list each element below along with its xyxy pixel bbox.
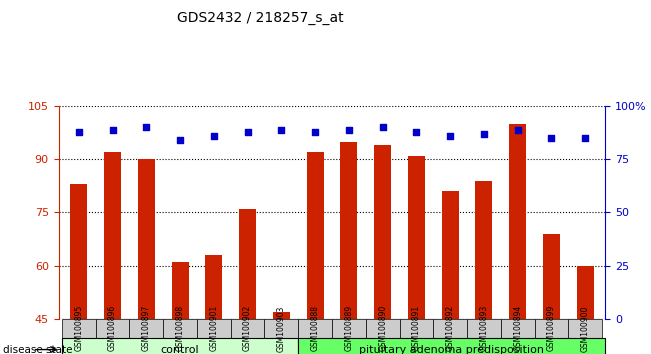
Text: GSM100891: GSM100891 (412, 305, 421, 352)
Point (378, 125, 388, 130)
Bar (138, 159, 155, 319)
Point (445, 133, 455, 139)
Bar (374, 145, 391, 319)
Bar (307, 152, 324, 319)
Bar (239, 209, 256, 319)
Text: GSM100895: GSM100895 (74, 305, 83, 352)
Point (74, 129, 84, 135)
Text: GDS2432 / 218257_s_at: GDS2432 / 218257_s_at (177, 11, 344, 25)
Point (478, 131, 489, 137)
Text: GSM100892: GSM100892 (446, 305, 454, 352)
Text: GSM100896: GSM100896 (108, 305, 117, 352)
Point (209, 133, 219, 139)
Text: GSM100900: GSM100900 (581, 305, 590, 352)
Point (141, 125, 152, 130)
Bar (273, 312, 290, 319)
Point (546, 135, 557, 141)
Point (310, 129, 320, 135)
Text: GSM100899: GSM100899 (547, 305, 556, 352)
Text: pituitary adenoma predisposition: pituitary adenoma predisposition (359, 344, 544, 354)
Text: GSM100902: GSM100902 (243, 305, 252, 352)
Point (175, 137, 186, 143)
Point (242, 129, 253, 135)
Text: GSM100894: GSM100894 (513, 305, 522, 352)
Point (512, 127, 523, 132)
Text: GSM100901: GSM100901 (210, 305, 218, 352)
Point (276, 127, 286, 132)
Bar (340, 142, 357, 319)
Bar (408, 156, 425, 319)
Bar (509, 124, 526, 319)
Bar (206, 255, 222, 319)
Bar (104, 152, 121, 319)
Text: GSM100898: GSM100898 (176, 305, 185, 352)
Bar (70, 184, 87, 319)
Point (107, 127, 118, 132)
Text: GSM100897: GSM100897 (142, 305, 151, 352)
Text: control: control (161, 344, 199, 354)
Point (411, 129, 422, 135)
Bar (543, 234, 560, 319)
Text: GSM100903: GSM100903 (277, 305, 286, 352)
Text: GSM100889: GSM100889 (344, 305, 353, 352)
Bar (577, 266, 594, 319)
Point (344, 127, 354, 132)
Text: GSM100888: GSM100888 (311, 306, 320, 351)
Bar (172, 262, 189, 319)
Text: GSM100893: GSM100893 (479, 305, 488, 352)
Text: GSM100890: GSM100890 (378, 305, 387, 352)
Text: disease state: disease state (3, 344, 73, 354)
Bar (442, 191, 458, 319)
Bar (475, 181, 492, 319)
Point (580, 135, 590, 141)
